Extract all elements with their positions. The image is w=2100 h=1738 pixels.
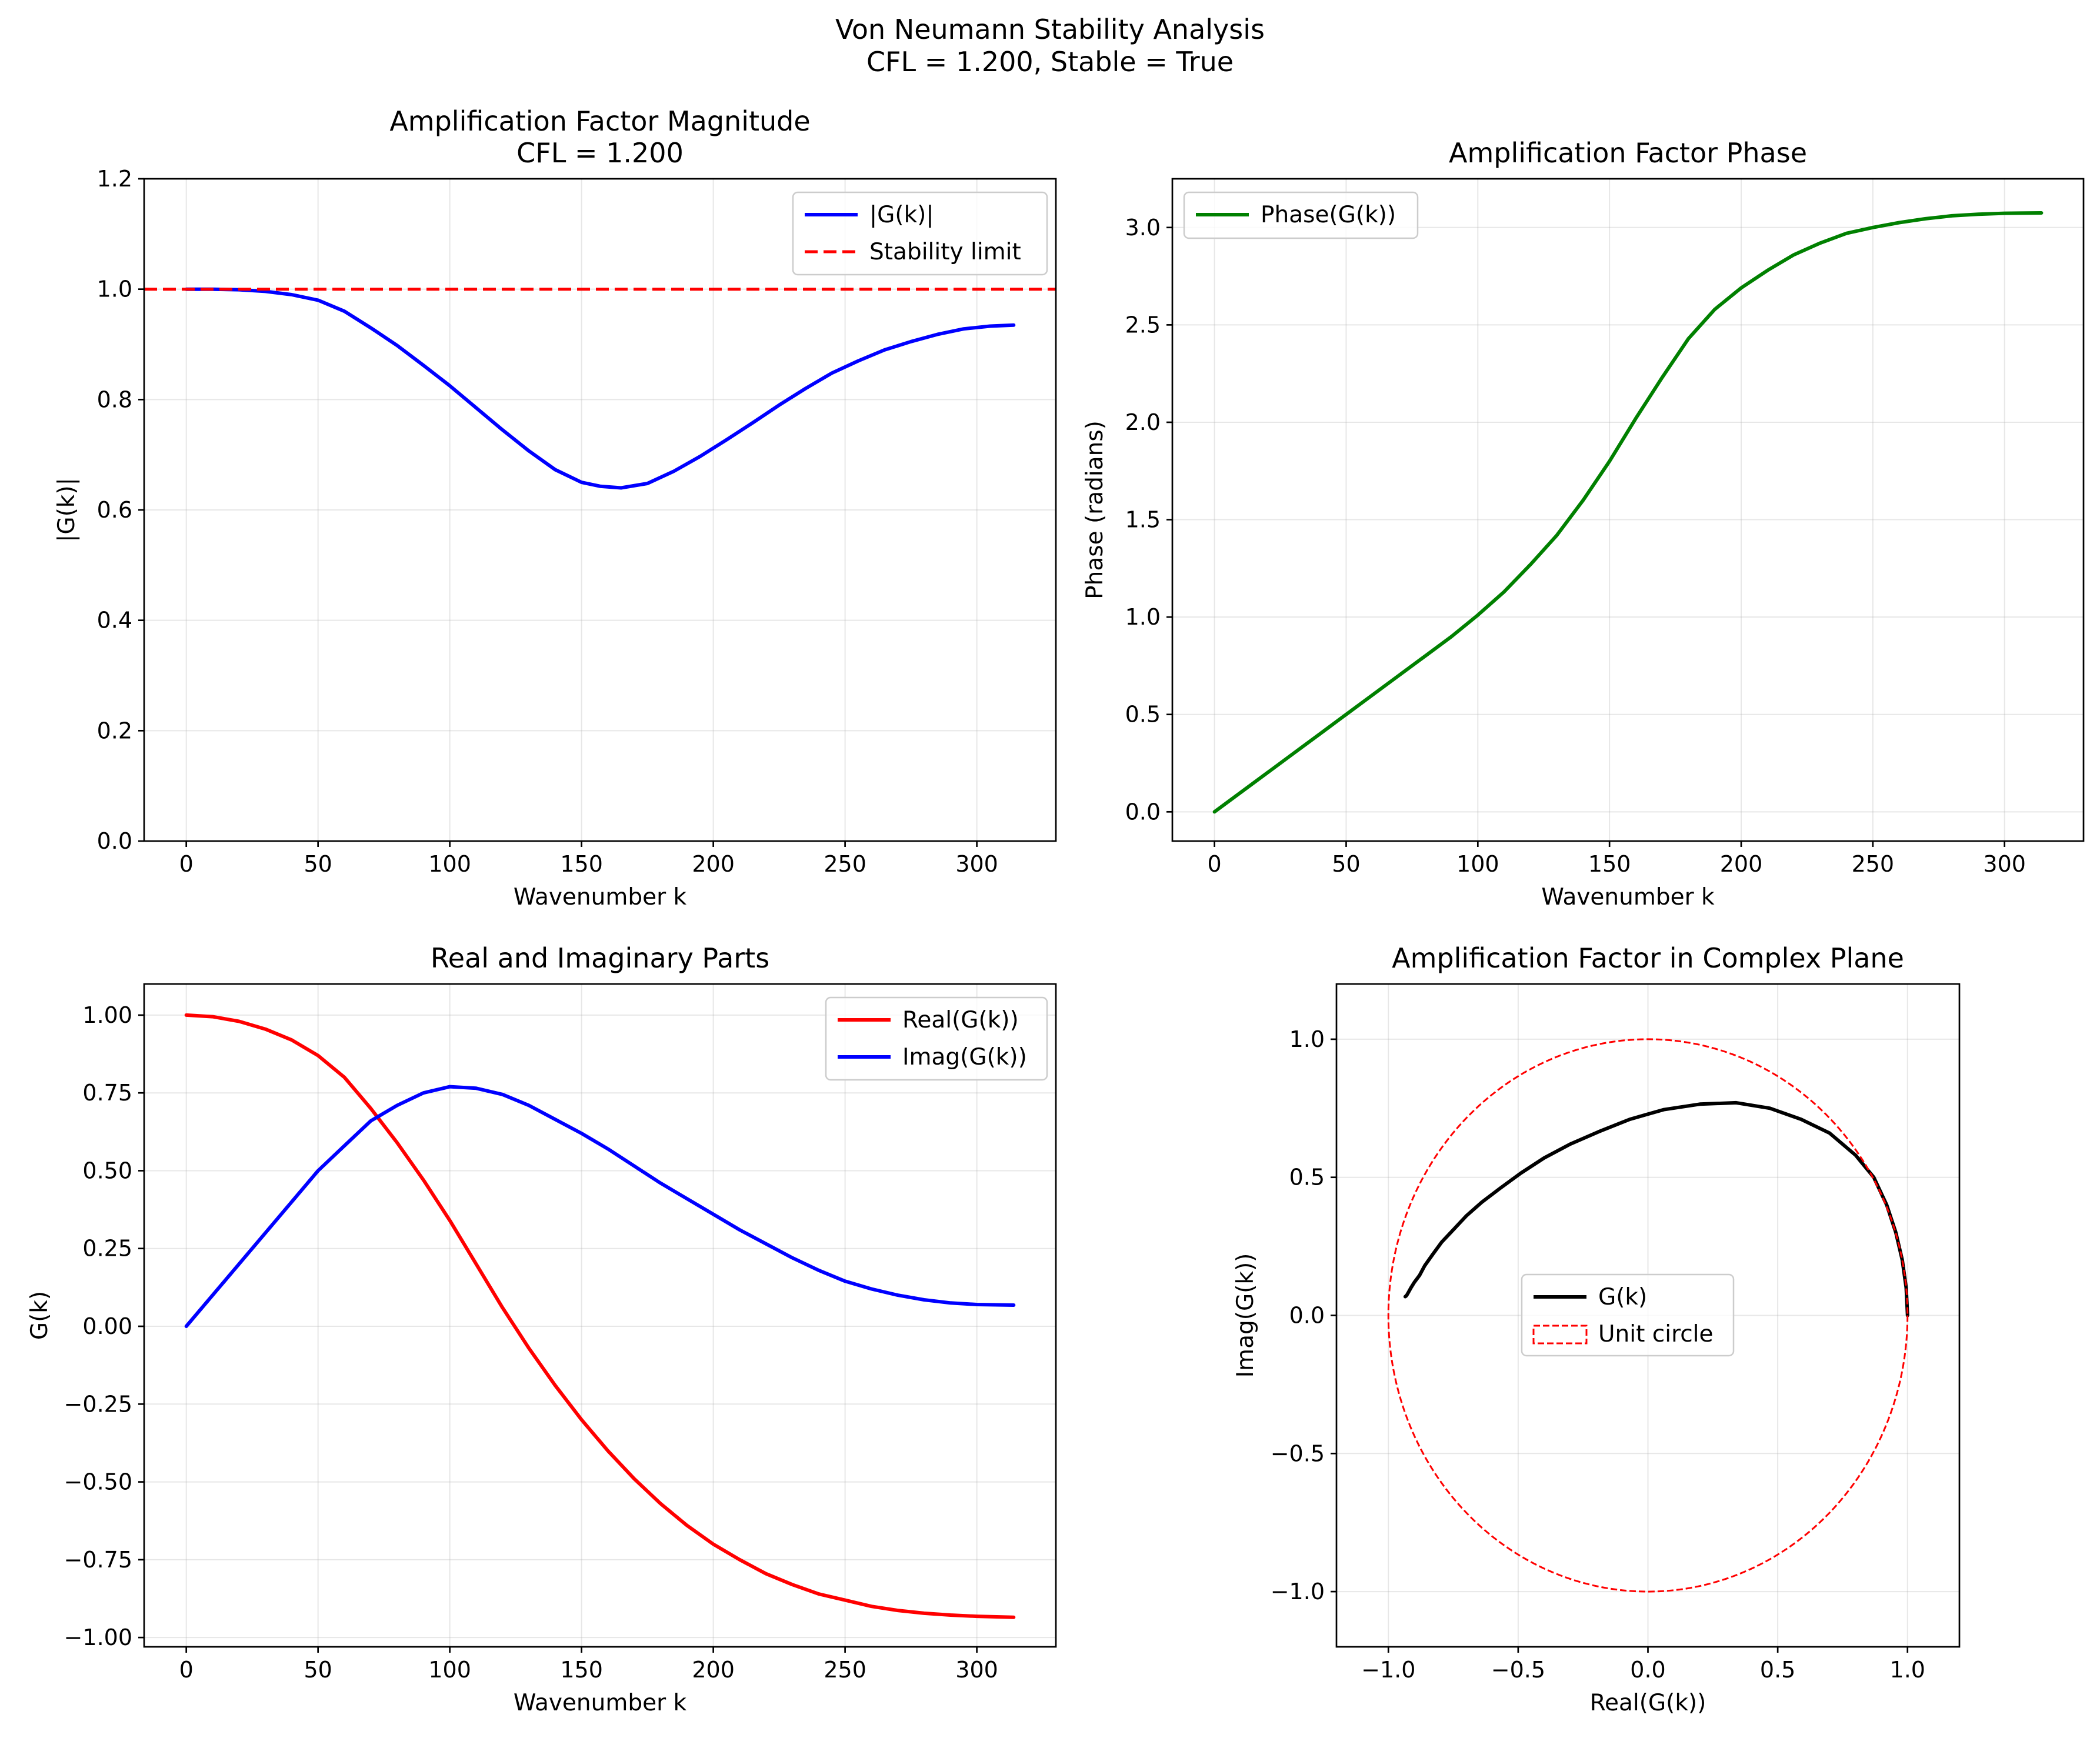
phase-xtick-label: 100 xyxy=(1456,851,1499,877)
phase-xtick-label: 50 xyxy=(1332,851,1360,877)
magnitude-xtick-label: 200 xyxy=(692,851,735,877)
magnitude-ytick-label: 0.2 xyxy=(97,718,132,743)
complex_plane-xtick-label: −0.5 xyxy=(1491,1657,1545,1683)
phase-series-phase-g-k xyxy=(1212,211,2044,814)
real_imag-xtick-label: 250 xyxy=(824,1657,866,1683)
real_imag-title: Real and Imaginary Parts xyxy=(431,942,769,974)
magnitude-legend: |G(k)| Stability limit xyxy=(792,191,1048,276)
magnitude-xlabel: Wavenumber k xyxy=(514,884,687,910)
phase-ytick-label: 0.5 xyxy=(1125,702,1161,728)
magnitude-panel: 0 50 100 150 200 250 300 0.0 0.2 0.4 0.6 0.8 1.0 1.2 A… xyxy=(54,105,1057,910)
real_imag-xtick-label: 50 xyxy=(304,1657,332,1683)
phase-ytick-label: 3.0 xyxy=(1125,215,1161,241)
phase-xtick-label: 200 xyxy=(1720,851,1763,877)
real_imag-series-real-g-k xyxy=(184,1013,1016,1619)
phase-title: Amplification Factor Phase xyxy=(1449,137,1807,169)
phase-axes-frame xyxy=(1171,178,2085,842)
magnitude-legend-entry-label: Stability limit xyxy=(869,239,1021,265)
phase-ytick-label: 1.5 xyxy=(1125,507,1161,533)
real_imag-xtick-label: 150 xyxy=(560,1657,603,1683)
magnitude-xtick-label: 150 xyxy=(560,851,603,877)
magnitude-ytick-label: 0.8 xyxy=(97,386,132,412)
phase-ytick-label: 2.5 xyxy=(1125,312,1161,338)
complex_plane-plot-area xyxy=(1387,1038,1909,1593)
real_imag-plot-area xyxy=(184,1013,1016,1619)
phase-legend-frame xyxy=(1183,191,1419,239)
complex_plane-ylabel: Imag(G(k)) xyxy=(1232,1253,1259,1378)
magnitude-plot-area xyxy=(144,287,1056,490)
real_imag-legend-entry-label: Imag(G(k)) xyxy=(902,1044,1027,1070)
real_imag-ytick-label: −0.25 xyxy=(64,1391,132,1417)
real_imag-xtick-label: 100 xyxy=(428,1657,471,1683)
phase-xtick-label: 300 xyxy=(1983,851,2026,877)
complex_plane-series-unit-circle xyxy=(1387,1038,1909,1593)
complex_plane-ytick-label: 1.0 xyxy=(1289,1026,1325,1052)
magnitude-xtick-label: 300 xyxy=(955,851,998,877)
complex_plane-title: Amplification Factor in Complex Plane xyxy=(1392,942,1904,974)
real_imag-legend: Real(G(k)) Imag(G(k)) xyxy=(825,996,1048,1081)
phase-xtick-label: 0 xyxy=(1208,851,1222,877)
real_imag-ytick-label: −1.00 xyxy=(64,1624,132,1650)
complex_plane-ytick-label: −1.0 xyxy=(1271,1579,1325,1604)
phase-xtick-label: 250 xyxy=(1852,851,1895,877)
complex_plane-xtick-label: 0.5 xyxy=(1760,1657,1795,1683)
real_imag-ytick-label: 0.25 xyxy=(82,1236,132,1262)
real_imag-legend-entry-label: Real(G(k)) xyxy=(902,1007,1019,1033)
complex_plane-ytick-label: −0.5 xyxy=(1271,1440,1325,1466)
complex_plane-xtick-label: −1.0 xyxy=(1361,1657,1415,1683)
magnitude-ytick-label: 0.0 xyxy=(97,828,132,854)
real_imag-ytick-label: 0.50 xyxy=(82,1157,132,1183)
figure-title-line2: CFL = 1.200, Stable = True xyxy=(866,46,1234,78)
magnitude-title: Amplification Factor Magnitude xyxy=(389,105,810,137)
real-imag-panel: 0 50 100 150 200 250 300 −1.00 −0.75 −0.50 −0.25 0.… xyxy=(26,942,1057,1716)
real_imag-xtick-label: 0 xyxy=(179,1657,194,1683)
complex_plane-ytick-label: 0.5 xyxy=(1289,1165,1325,1190)
phase-ylabel: Phase (radians) xyxy=(1082,421,1108,599)
real_imag-ytick-label: −0.75 xyxy=(64,1547,132,1573)
phase-ytick-label: 2.0 xyxy=(1125,409,1161,435)
phase-legend: Phase(G(k)) xyxy=(1183,191,1419,239)
phase-plot-area xyxy=(1212,211,2044,814)
real_imag-ytick-label: 1.00 xyxy=(82,1002,132,1028)
magnitude-xtick-label: 50 xyxy=(304,851,332,877)
real_imag-ylabel: G(k) xyxy=(26,1291,53,1340)
magnitude-legend-entry-label: |G(k)| xyxy=(869,202,934,228)
phase-ytick-label: 1.0 xyxy=(1125,604,1161,630)
real_imag-series-imag-g-k xyxy=(184,1085,1016,1328)
complex_plane-ytick-label: 0.0 xyxy=(1289,1303,1325,1329)
complex_plane-xlabel: Real(G(k)) xyxy=(1590,1690,1706,1716)
real_imag-xlabel: Wavenumber k xyxy=(514,1690,687,1716)
real_imag-ytick-label: 0.75 xyxy=(82,1080,132,1106)
complex-plane-panel: −1.0 −0.5 0.0 0.5 1.0 −1.0 −0.5 0.0 0.5 1.0 Amplif… xyxy=(1232,942,1961,1716)
real_imag-xtick-label: 200 xyxy=(692,1657,735,1683)
real_imag-xtick-label: 300 xyxy=(955,1657,998,1683)
complex_plane-legend-entry-label: Unit circle xyxy=(1598,1321,1714,1347)
magnitude-xtick-label: 0 xyxy=(179,851,194,877)
real_imag-ytick-label: −0.50 xyxy=(64,1469,132,1495)
magnitude-ytick-label: 0.4 xyxy=(97,608,132,633)
figure-title-line1: Von Neumann Stability Analysis xyxy=(835,14,1265,45)
magnitude-ylabel: |G(k)| xyxy=(54,478,80,542)
phase-ytick-label: 0.0 xyxy=(1125,799,1161,825)
magnitude-ytick-label: 1.2 xyxy=(97,166,132,192)
phase-panel: 0 50 100 150 200 250 300 0.0 0.5 1.0 1.5 2.0 2.5 3.0 A… xyxy=(1082,137,2085,910)
complex_plane-xtick-label: 0.0 xyxy=(1630,1657,1665,1683)
complex_plane-legend: G(k) Unit circle xyxy=(1521,1273,1735,1357)
magnitude-ytick-label: 0.6 xyxy=(97,497,132,523)
magnitude-xtick-label: 250 xyxy=(824,851,866,877)
phase-legend-entry-label: Phase(G(k)) xyxy=(1261,202,1396,228)
real_imag-ytick-label: 0.00 xyxy=(82,1313,132,1339)
complex_plane-xtick-label: 1.0 xyxy=(1890,1657,1925,1683)
magnitude-subtitle: CFL = 1.200 xyxy=(516,137,684,169)
magnitude-series-g-k xyxy=(184,287,1016,490)
phase-xlabel: Wavenumber k xyxy=(1541,884,1715,910)
complex_plane-legend-entry-swatch xyxy=(1532,1325,1588,1345)
magnitude-ytick-label: 1.0 xyxy=(97,276,132,302)
real_imag-axes-frame xyxy=(143,983,1057,1648)
complex_plane-legend-entry-label: G(k) xyxy=(1598,1284,1647,1310)
magnitude-xtick-label: 100 xyxy=(428,851,471,877)
complex_plane-legend-frame xyxy=(1521,1273,1735,1357)
phase-xtick-label: 150 xyxy=(1588,851,1631,877)
